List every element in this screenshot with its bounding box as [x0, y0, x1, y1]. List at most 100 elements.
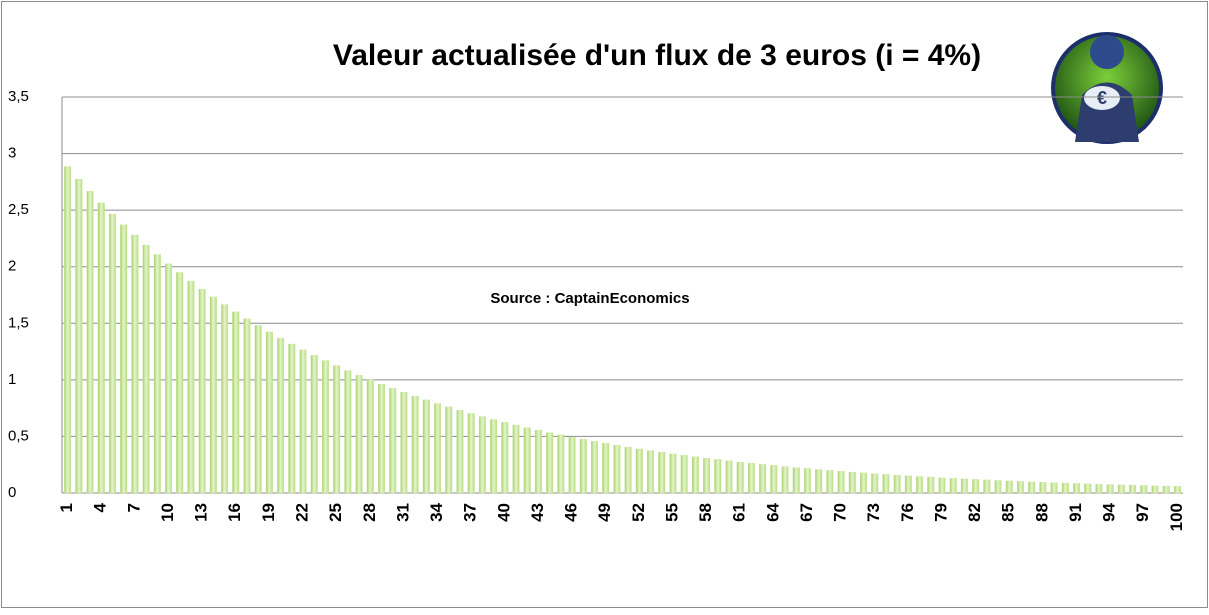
bar: [523, 427, 531, 494]
bar: [333, 365, 341, 494]
bar: [1129, 484, 1137, 494]
bar: [703, 458, 711, 494]
bar: [613, 445, 621, 494]
bar: [478, 416, 486, 494]
chart-title: Valeur actualisée d'un flux de 3 euros (…: [333, 39, 981, 72]
svg-text:€: €: [1097, 88, 1107, 108]
x-tick-label: 34: [427, 502, 446, 521]
bar: [1117, 484, 1125, 494]
bar: [848, 471, 856, 494]
bar: [994, 480, 1002, 494]
x-tick-label: 85: [999, 503, 1018, 522]
bar: [131, 234, 139, 494]
x-tick-label: 79: [931, 503, 950, 522]
x-tick-label: 28: [360, 503, 379, 522]
x-tick-label: 46: [562, 503, 581, 522]
bar: [1084, 483, 1092, 494]
bar: [1005, 480, 1013, 494]
bar: [456, 410, 464, 494]
x-tick-label: 1: [57, 503, 76, 512]
bar: [310, 355, 318, 494]
x-tick-label: 64: [763, 502, 782, 521]
bar: [714, 459, 722, 494]
x-tick-label: 73: [864, 503, 883, 522]
bar: [1039, 482, 1047, 494]
bar: [254, 325, 262, 494]
bar: [243, 318, 251, 494]
bar: [770, 465, 778, 494]
bar: [377, 384, 385, 494]
bar: [1151, 485, 1159, 494]
x-tick-label: 100: [1167, 503, 1186, 531]
bar: [759, 464, 767, 494]
x-tick-label: 94: [1100, 502, 1119, 521]
bar: [97, 202, 105, 494]
y-tick-label: 2,5: [8, 201, 29, 218]
bar: [198, 288, 206, 494]
bar: [209, 296, 217, 494]
bar: [321, 360, 329, 494]
bar: [669, 453, 677, 494]
bar: [658, 452, 666, 494]
x-tick-label: 52: [629, 503, 648, 522]
x-tick-label: 67: [797, 503, 816, 522]
bar: [1106, 484, 1114, 494]
bar: [232, 311, 240, 494]
bar: [927, 476, 935, 494]
bar: [288, 343, 296, 494]
bar: [792, 467, 800, 494]
bar: [1095, 484, 1103, 494]
bar: [1072, 483, 1081, 494]
bar: [983, 479, 991, 494]
bar: [108, 213, 116, 494]
x-tick-label: 16: [225, 503, 244, 522]
bar: [366, 379, 374, 494]
bar: [1050, 482, 1058, 494]
x-tick-label: 13: [192, 503, 211, 522]
bar: [75, 178, 83, 494]
bar: [534, 429, 542, 494]
y-tick-label: 1,5: [8, 314, 29, 331]
x-tick-label: 55: [662, 503, 681, 522]
bar: [680, 455, 688, 494]
bar: [916, 476, 924, 494]
bar: [422, 399, 430, 494]
bar: [1061, 482, 1069, 494]
x-tick-label: 76: [898, 503, 917, 522]
bar: [142, 244, 150, 494]
x-tick-label: 58: [696, 503, 715, 522]
bar: [1028, 481, 1036, 494]
bar: [176, 272, 184, 494]
bar: [86, 191, 94, 494]
bar: [467, 413, 475, 494]
bar: [635, 448, 643, 494]
y-tick-label: 1: [8, 371, 16, 388]
bar: [568, 436, 576, 494]
bar: [344, 370, 352, 494]
bar: [434, 403, 442, 494]
bar: [277, 337, 285, 494]
bar: [299, 349, 307, 494]
x-tick-label: 19: [259, 503, 278, 522]
bar: [938, 477, 946, 494]
x-tick-label: 7: [124, 503, 143, 512]
bar: [512, 424, 520, 494]
bar: [1173, 486, 1181, 494]
x-tick-label: 31: [393, 503, 412, 522]
bar: [893, 474, 901, 494]
x-tick-label: 82: [965, 503, 984, 522]
x-tick-label: 25: [326, 503, 345, 522]
bar: [781, 466, 789, 494]
x-tick-label: 88: [1032, 503, 1051, 522]
x-tick-label: 40: [494, 503, 513, 522]
bar: [803, 468, 811, 494]
bar: [579, 439, 587, 494]
bar: [972, 479, 980, 494]
bar: [949, 478, 957, 494]
bar: [265, 331, 273, 494]
bar: [445, 406, 453, 494]
bar: [355, 375, 363, 494]
bar: [64, 166, 72, 494]
bar: [501, 422, 509, 494]
y-tick-label: 0,5: [8, 427, 29, 444]
